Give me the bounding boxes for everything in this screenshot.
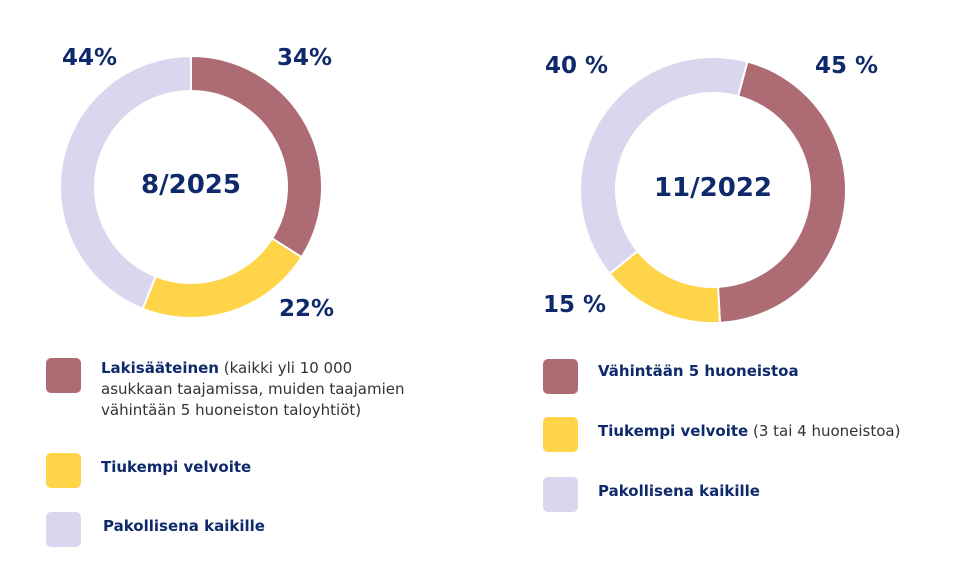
legend-item: Pakollisena kaikille bbox=[543, 477, 760, 512]
legend-item: Pakollisena kaikille bbox=[46, 512, 265, 547]
legend-swatch-lavender bbox=[46, 512, 81, 547]
chart1-label-red: 34% bbox=[277, 45, 333, 71]
legend-name: Lakisääteinen bbox=[101, 359, 219, 377]
chart1-center-label: 8/2025 bbox=[141, 170, 241, 200]
chart2-slice-2 bbox=[579, 56, 749, 276]
chart2-label-yellow: 15 % bbox=[543, 292, 607, 318]
legend-swatch-red bbox=[543, 359, 578, 394]
chart1-label-yellow: 22% bbox=[279, 296, 335, 322]
legend-item: Tiukempi velvoite bbox=[46, 453, 251, 488]
legend-item: Tiukempi velvoite (3 tai 4 huoneistoa) bbox=[543, 417, 900, 452]
legend-note: (kaikki yli 10 000 asukkaan taajamissa, … bbox=[101, 359, 405, 419]
legend-swatch-lavender bbox=[543, 477, 578, 512]
legend-item: Lakisääteinen (kaikki yli 10 000 asukkaa… bbox=[46, 358, 426, 421]
legend-name: Pakollisena kaikille bbox=[103, 517, 265, 535]
legend-swatch-yellow bbox=[543, 417, 578, 452]
chart2-label-red: 45 % bbox=[815, 53, 879, 79]
chart1-slice-2 bbox=[59, 54, 192, 311]
legend-swatch-red bbox=[46, 358, 81, 393]
legend-name: Tiukempi velvoite bbox=[598, 422, 749, 440]
legend-name: Vähintään 5 huoneistoa bbox=[598, 362, 799, 380]
chart2-center-label: 11/2022 bbox=[653, 173, 773, 203]
chart1-slice-0 bbox=[190, 54, 323, 259]
chart2-slice-0 bbox=[717, 60, 847, 324]
legend-note: (3 tai 4 huoneistoa) bbox=[752, 422, 901, 440]
legend-swatch-yellow bbox=[46, 453, 81, 488]
chart1-slice-1 bbox=[141, 237, 303, 319]
legend-name: Tiukempi velvoite bbox=[101, 458, 252, 476]
chart2-slice-1 bbox=[608, 249, 722, 324]
legend-item: Vähintään 5 huoneistoa bbox=[543, 359, 799, 394]
legend-name: Pakollisena kaikille bbox=[598, 482, 760, 500]
chart2-label-lavender: 40 % bbox=[545, 53, 609, 79]
chart1-label-lavender: 44% bbox=[62, 45, 118, 71]
